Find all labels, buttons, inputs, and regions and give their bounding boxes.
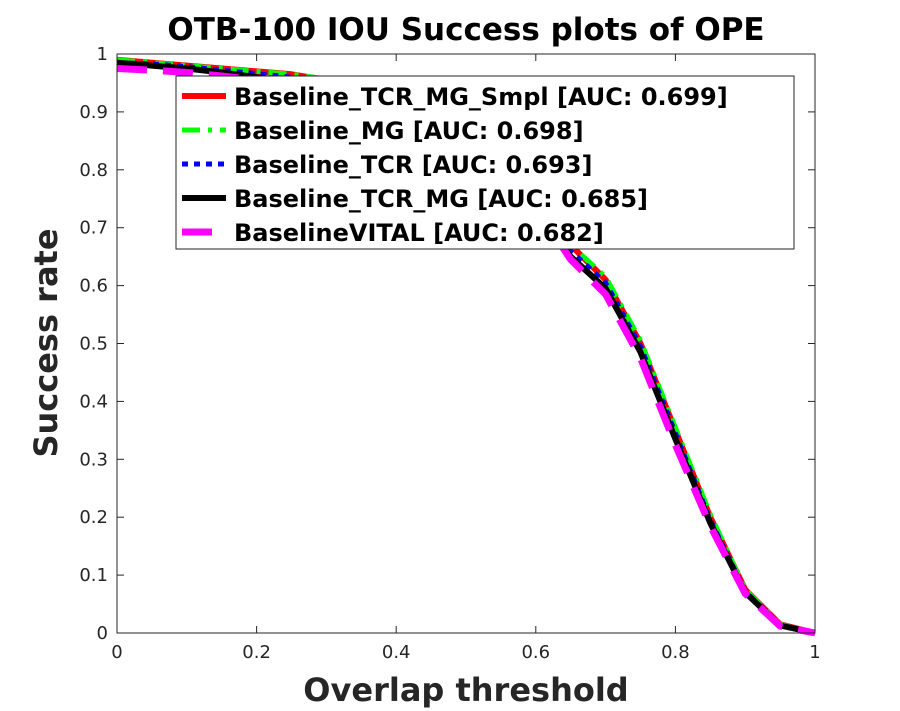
y-tick-label: 0.2 [79, 507, 108, 528]
chart-title: OTB-100 IOU Success plots of OPE [167, 12, 764, 48]
x-tick-label: 0 [111, 642, 122, 663]
x-tick-label: 0.8 [661, 642, 690, 663]
y-tick-label: 0.1 [79, 565, 108, 586]
y-tick-label: 0.7 [79, 218, 108, 239]
y-tick-label: 0 [97, 623, 108, 644]
x-tick-label: 1 [809, 642, 820, 663]
ticks-layer: 0 0.2 0.4 0.6 0.8 1 0 0.1 0.2 0.3 0.4 0.5 0.6 0.7 0.8 0… [79, 44, 820, 663]
legend-label-1: Baseline_TCR_MG_Smpl [AUC: 0.699] [234, 83, 728, 111]
legend-label-2: Baseline_MG [AUC: 0.698] [234, 117, 584, 145]
legend-label-4: Baseline_TCR_MG [AUC: 0.685] [234, 185, 648, 213]
x-axis-label: Overlap threshold [303, 671, 628, 709]
legend-box [175, 75, 795, 250]
x-tick-label: 0.6 [521, 642, 550, 663]
y-tick-label: 0.8 [79, 160, 108, 181]
y-tick-label: 0.4 [79, 391, 108, 412]
y-axis-label: Success rate [27, 228, 65, 457]
legend: Baseline_TCR_MG_Smpl [AUC: 0.699] Baselin… [175, 75, 795, 250]
y-tick-label: 0.3 [79, 449, 108, 470]
y-tick-label: 1 [97, 44, 108, 65]
y-tick-label: 0.9 [79, 102, 108, 123]
legend-label-3: Baseline_TCR [AUC: 0.693] [234, 151, 592, 179]
y-tick-label: 0.6 [79, 276, 108, 297]
x-tick-label: 0.2 [242, 642, 271, 663]
x-tick-label: 0.4 [382, 642, 411, 663]
legend-label-5: BaselineVITAL [AUC: 0.682] [234, 219, 604, 247]
y-tick-label: 0.5 [79, 334, 108, 355]
